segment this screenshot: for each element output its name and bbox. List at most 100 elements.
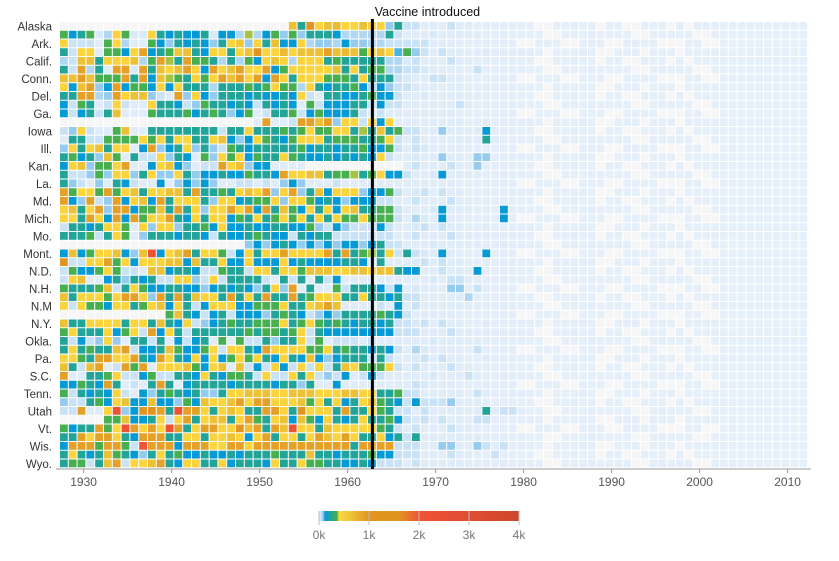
legend-swatch bbox=[488, 511, 490, 521]
heatmap-cell bbox=[676, 380, 684, 389]
heatmap-cell bbox=[86, 144, 95, 153]
heatmap-cell bbox=[790, 188, 799, 196]
heatmap-cell bbox=[500, 354, 508, 363]
heatmap-cell bbox=[288, 83, 297, 91]
heatmap-cell bbox=[517, 293, 526, 301]
heatmap-cell bbox=[174, 144, 183, 153]
heatmap-cell bbox=[183, 459, 191, 468]
heatmap-cell bbox=[200, 267, 209, 275]
heatmap-cell bbox=[95, 144, 103, 153]
heatmap-cell bbox=[376, 258, 385, 266]
heatmap-cell bbox=[359, 170, 367, 179]
heatmap-cell bbox=[746, 127, 755, 135]
heatmap-cell bbox=[429, 39, 438, 48]
heatmap-cell bbox=[746, 30, 755, 39]
heatmap-cell bbox=[464, 223, 473, 231]
heatmap-cell bbox=[200, 354, 209, 363]
heatmap-cell bbox=[561, 179, 570, 188]
heatmap-cell bbox=[623, 144, 631, 153]
heatmap-cell bbox=[95, 398, 103, 406]
heatmap-cell bbox=[200, 100, 209, 109]
heatmap-cell bbox=[517, 214, 526, 223]
heatmap-cell bbox=[288, 223, 297, 231]
heatmap-cell bbox=[262, 144, 271, 153]
heatmap-cell bbox=[764, 459, 772, 468]
heatmap-cell bbox=[148, 415, 156, 424]
heatmap-cell bbox=[236, 170, 244, 179]
heatmap-cell bbox=[403, 302, 411, 310]
heatmap-cell bbox=[121, 267, 130, 275]
legend-swatch bbox=[438, 511, 440, 521]
heatmap-cell bbox=[394, 302, 403, 310]
heatmap-cell bbox=[420, 223, 429, 231]
heatmap-cell bbox=[306, 424, 315, 433]
heatmap-cell bbox=[183, 135, 191, 144]
heatmap-cell bbox=[341, 118, 350, 126]
heatmap-cell bbox=[420, 240, 429, 249]
heatmap-cell bbox=[104, 310, 112, 319]
heatmap-cell bbox=[332, 162, 341, 170]
heatmap-cell bbox=[491, 197, 499, 205]
heatmap-cell bbox=[755, 162, 763, 170]
heatmap-cell bbox=[332, 258, 341, 266]
heatmap-cell bbox=[209, 92, 218, 100]
heatmap-cell bbox=[341, 302, 350, 310]
heatmap-cell bbox=[332, 240, 341, 249]
heatmap-cell bbox=[772, 65, 781, 74]
heatmap-cell bbox=[676, 205, 684, 214]
heatmap-cell bbox=[420, 258, 429, 266]
heatmap-cell bbox=[640, 380, 649, 389]
heatmap-cell bbox=[227, 74, 235, 83]
heatmap-cell bbox=[200, 197, 209, 205]
heatmap-cell bbox=[570, 407, 579, 415]
heatmap-cell bbox=[614, 127, 623, 135]
legend-swatch bbox=[397, 511, 399, 521]
heatmap-cell bbox=[676, 424, 684, 433]
heatmap-cell bbox=[702, 48, 711, 56]
heatmap-cell bbox=[429, 424, 438, 433]
heatmap-cell bbox=[385, 302, 394, 310]
heatmap-cell bbox=[244, 389, 253, 398]
heatmap-cell bbox=[693, 144, 702, 153]
heatmap-cell bbox=[165, 407, 174, 415]
heatmap-cell bbox=[500, 459, 508, 468]
heatmap-cell bbox=[772, 415, 781, 424]
heatmap-cell bbox=[684, 249, 693, 258]
heatmap-cell bbox=[324, 22, 332, 30]
heatmap-cell bbox=[491, 48, 499, 56]
legend-swatch bbox=[462, 511, 464, 521]
heatmap-cell bbox=[297, 372, 306, 380]
heatmap-cell bbox=[623, 240, 631, 249]
heatmap-cell bbox=[394, 284, 403, 293]
heatmap-cell bbox=[376, 135, 385, 144]
heatmap-cell bbox=[588, 22, 596, 30]
heatmap-cell bbox=[702, 293, 711, 301]
heatmap-cell bbox=[420, 127, 429, 135]
heatmap-cell bbox=[790, 118, 799, 126]
heatmap-cell bbox=[95, 30, 103, 39]
heatmap-cell bbox=[121, 223, 130, 231]
heatmap-cell bbox=[561, 118, 570, 126]
heatmap-cell bbox=[544, 197, 552, 205]
heatmap-cell bbox=[218, 39, 227, 48]
heatmap-cell bbox=[614, 162, 623, 170]
heatmap-cell bbox=[473, 109, 482, 118]
heatmap-cell bbox=[614, 337, 623, 345]
heatmap-cell bbox=[280, 144, 288, 153]
state-label: Alaska bbox=[17, 21, 52, 33]
heatmap-cell bbox=[552, 100, 561, 109]
heatmap-cell bbox=[306, 48, 315, 56]
heatmap-cell bbox=[508, 389, 517, 398]
heatmap-cell bbox=[359, 83, 367, 91]
heatmap-cell bbox=[535, 83, 543, 91]
heatmap-cell bbox=[632, 92, 640, 100]
heatmap-cell bbox=[280, 205, 288, 214]
heatmap-cell bbox=[605, 415, 614, 424]
heatmap-cell bbox=[640, 214, 649, 223]
x-tick-label: 1930 bbox=[70, 475, 97, 489]
heatmap-cell bbox=[341, 407, 350, 415]
heatmap-cell bbox=[297, 127, 306, 135]
heatmap-cell bbox=[209, 127, 218, 135]
heatmap-cell bbox=[394, 57, 403, 65]
heatmap-cell bbox=[473, 302, 482, 310]
